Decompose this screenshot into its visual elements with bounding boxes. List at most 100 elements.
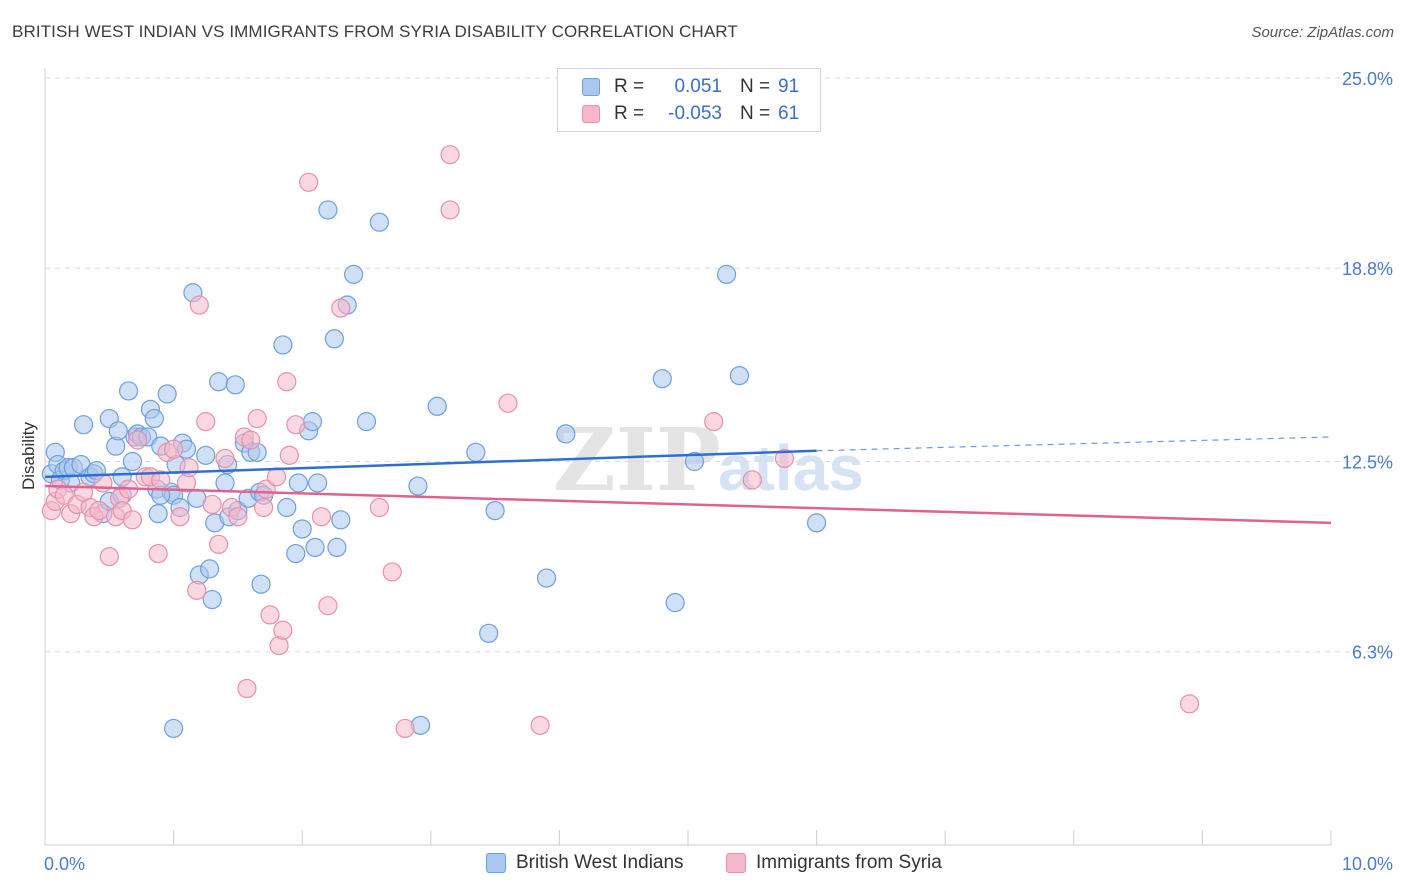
watermark: atlas	[718, 432, 864, 504]
blue-point	[305, 537, 325, 558]
pink-point	[260, 605, 280, 625]
pink-swatch	[726, 853, 746, 873]
pink-point	[228, 507, 248, 527]
blue-point	[665, 593, 685, 613]
pink-point	[266, 467, 287, 487]
blue-point	[251, 574, 271, 594]
blue-point	[536, 568, 557, 588]
pink-point	[440, 200, 460, 220]
chart-source: Source: ZipAtlas.com	[1251, 24, 1394, 41]
series-legend: British West Indians Immigrants from Syr…	[0, 852, 1406, 878]
pink-point	[127, 430, 148, 450]
blue-point	[410, 715, 431, 735]
blue-point	[369, 212, 389, 232]
blue-point	[729, 365, 750, 386]
legend-row-pink: R = -0.053 N = 61	[582, 101, 799, 127]
y-axis-label: Disability	[19, 421, 38, 490]
blue-point	[427, 396, 447, 416]
blue-point	[118, 381, 139, 401]
blue-point	[327, 537, 347, 558]
blue-point	[144, 408, 164, 429]
blue-point	[324, 329, 344, 349]
blue-point	[318, 200, 338, 220]
x-tick-label: 10.0%	[1342, 854, 1393, 874]
blue-point	[225, 375, 245, 395]
pink-point	[530, 715, 550, 735]
n-label: N =	[740, 76, 771, 97]
pink-point	[170, 507, 190, 527]
pink-point	[277, 372, 297, 392]
pink-point	[164, 439, 184, 459]
pink-point	[93, 473, 113, 493]
blue-point	[479, 623, 499, 643]
stats-legend: R = 0.051 N = 91 R = -0.053 N = 61	[557, 68, 821, 132]
pink-point	[187, 580, 207, 600]
legend-item-immigrants-from-syria[interactable]: Immigrants from Syria	[726, 852, 942, 874]
pink-point	[369, 497, 389, 518]
y-tick-label: 18.8%	[1342, 259, 1393, 279]
pink-point	[241, 430, 261, 450]
blue-point	[288, 473, 308, 493]
pink-swatch	[582, 105, 600, 123]
pink-point	[237, 678, 257, 699]
blue-point	[302, 412, 323, 432]
blue-point	[485, 500, 505, 521]
pink-point	[299, 172, 319, 192]
n-label: N =	[740, 103, 771, 124]
blue-point	[292, 519, 312, 539]
y-tick-label: 25.0%	[1342, 69, 1393, 89]
n-value: 61	[778, 103, 800, 124]
blue-point	[273, 335, 293, 355]
blue-point	[344, 264, 364, 284]
pink-point	[202, 494, 222, 515]
r-value: 0.051	[674, 76, 722, 97]
pink-point	[311, 507, 332, 527]
legend-label: Immigrants from Syria	[756, 852, 942, 873]
blue-point	[356, 412, 377, 432]
pink-point	[196, 412, 216, 432]
blue-point	[331, 510, 351, 530]
blue-point	[209, 372, 229, 392]
trend-line-dashed	[816, 436, 1332, 452]
pink-point	[189, 295, 209, 315]
pink-point	[331, 298, 351, 318]
legend-label: British West Indians	[516, 852, 684, 873]
blue-point	[408, 476, 428, 496]
blue-point	[148, 504, 168, 524]
blue-point	[202, 589, 222, 610]
pink-point	[395, 718, 415, 739]
x-tick-label: 0.0%	[44, 854, 85, 874]
pink-point	[209, 534, 229, 554]
trend-line	[44, 484, 1332, 525]
n-value: 91	[778, 76, 800, 97]
blue-point	[108, 421, 128, 441]
pink-point	[273, 620, 293, 640]
blue-point	[806, 513, 827, 533]
blue-point	[200, 559, 220, 579]
blue-point	[716, 264, 737, 284]
blue-point	[277, 497, 297, 518]
pink-point	[215, 448, 235, 469]
blue-point	[466, 442, 486, 462]
blue-point	[286, 543, 306, 564]
r-label: R =	[614, 103, 645, 124]
blue-point	[164, 718, 184, 739]
blue-point	[157, 384, 177, 404]
blue-point	[122, 451, 143, 472]
legend-row-blue: R = 0.051 N = 91	[582, 74, 799, 100]
pink-point	[179, 458, 199, 478]
legend-item-british-west-indians[interactable]: British West Indians	[486, 852, 684, 874]
trend-line-solid	[44, 449, 817, 479]
pink-point	[498, 393, 518, 413]
blue-point	[215, 473, 235, 493]
pink-point	[99, 547, 119, 567]
pink-point	[286, 415, 306, 435]
pink-point	[704, 412, 724, 432]
blue-point	[73, 415, 94, 435]
y-tick-label: 6.3%	[1352, 643, 1393, 663]
pink-point	[1179, 694, 1200, 714]
blue-point	[556, 424, 576, 444]
blue-point	[652, 369, 672, 389]
pink-point	[254, 497, 274, 518]
y-tick-label: 12.5%	[1342, 453, 1393, 473]
